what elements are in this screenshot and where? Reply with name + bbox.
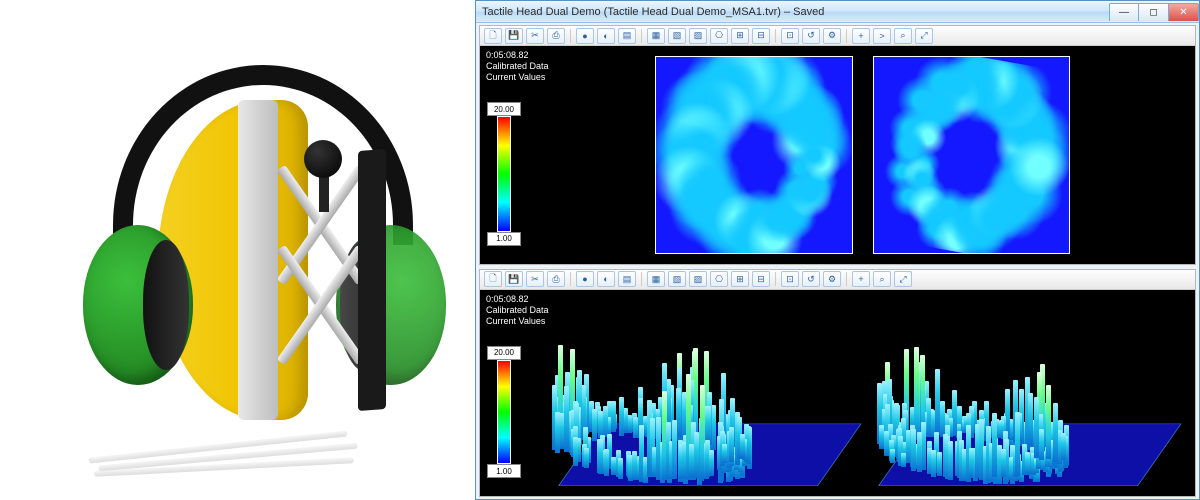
toolbar-button-6[interactable]: ▤	[618, 271, 636, 287]
toolbar-button-11[interactable]: ⊞	[731, 28, 749, 44]
close-button[interactable]: ✕	[1169, 3, 1199, 21]
surface-row	[540, 300, 1185, 486]
toolbar-3d: 🗋💾✂⎙ ●◐▤ ▦▧▨⎔⊞⊟ ⊡↺⚙ +⌕⤢	[480, 270, 1195, 290]
surface-right[interactable]	[878, 316, 1168, 486]
knob-stem	[319, 172, 329, 212]
toolbar-button-9[interactable]: ▨	[689, 28, 707, 44]
panel-3d: 🗋💾✂⎙ ●◐▤ ▦▧▨⎔⊞⊟ ⊡↺⚙ +⌕⤢ 0:05:08.82 Calibrate…	[479, 269, 1196, 497]
toolbar-button-18[interactable]: ⌕	[894, 28, 912, 44]
toolbar-button-13[interactable]: ⊡	[781, 28, 799, 44]
toolbar-button-2[interactable]: ✂	[526, 28, 544, 44]
titlebar[interactable]: Tactile Head Dual Demo (Tactile Head Dua…	[476, 1, 1199, 23]
surface-left[interactable]	[558, 316, 848, 486]
adjust-knob	[304, 140, 342, 178]
toolbar-button-19[interactable]: ⤢	[915, 28, 933, 44]
app-pane: Tactile Head Dual Demo (Tactile Head Dua…	[475, 0, 1200, 500]
toolbar-2d: 🗋💾✂⎙ ●◐▤ ▦▧▨⎔⊞⊟ ⊡↺⚙ +>⌕⤢	[480, 26, 1195, 46]
toolbar-button-14[interactable]: ↺	[802, 28, 820, 44]
toolbar-button-0[interactable]: 🗋	[484, 28, 502, 44]
toolbar-button-11[interactable]: ⊞	[731, 271, 749, 287]
face-plate	[238, 100, 278, 420]
toolbar-button-13[interactable]: ⊡	[781, 271, 799, 287]
legend-min-3d: 1.00	[487, 464, 521, 478]
toolbar-button-3[interactable]: ⎙	[547, 271, 565, 287]
toolbar-button-15[interactable]: ⚙	[823, 28, 841, 44]
toolbar-button-1[interactable]: 💾	[505, 271, 523, 287]
toolbar-button-10[interactable]: ⎔	[710, 28, 728, 44]
legend-min: 1.00	[487, 232, 521, 246]
toolbar-button-7[interactable]: ▦	[647, 28, 665, 44]
window-title: Tactile Head Dual Demo (Tactile Head Dua…	[482, 6, 824, 18]
toolbar-button-5[interactable]: ◐	[597, 28, 615, 44]
toolbar-button-15[interactable]: ⚙	[823, 271, 841, 287]
toolbar-button-0[interactable]: 🗋	[484, 271, 502, 287]
heatmap-right[interactable]	[873, 56, 1071, 254]
toolbar-button-7[interactable]: ▦	[647, 271, 665, 287]
maximize-button[interactable]: ◻	[1139, 3, 1169, 21]
legend-gradient-3d	[497, 360, 511, 464]
toolbar-button-8[interactable]: ▧	[668, 271, 686, 287]
toolbar-button-10[interactable]: ⎔	[710, 271, 728, 287]
panel-2d: 🗋💾✂⎙ ●◐▤ ▦▧▨⎔⊞⊟ ⊡↺⚙ +>⌕⤢ 0:05:08.82 Calibrat…	[479, 25, 1196, 265]
earcup-left	[83, 225, 193, 385]
toolbar-button-6[interactable]: ▤	[618, 28, 636, 44]
heatmap-left[interactable]	[655, 56, 853, 254]
toolbar-button-16[interactable]: +	[852, 28, 870, 44]
toolbar-button-16[interactable]: +	[852, 271, 870, 287]
toolbar-button-12[interactable]: ⊟	[752, 271, 770, 287]
legend-max-3d: 20.00	[487, 346, 521, 360]
toolbar-button-5[interactable]: ◐	[597, 271, 615, 287]
toolbar-button-8[interactable]: ▧	[668, 28, 686, 44]
toolbar-button-17[interactable]: >	[873, 28, 891, 44]
toolbar-button-4[interactable]: ●	[576, 28, 594, 44]
toolbar-button-4[interactable]: ●	[576, 271, 594, 287]
canvas-2d[interactable]: 0:05:08.82 Calibrated Data Current Value…	[480, 46, 1195, 264]
toolbar-button-14[interactable]: ↺	[802, 271, 820, 287]
toolbar-button-17[interactable]: ⌕	[873, 271, 891, 287]
root: Tactile Head Dual Demo (Tactile Head Dua…	[0, 0, 1200, 500]
legend-gradient-2d	[497, 116, 511, 232]
wires	[88, 430, 388, 470]
toolbar-button-1[interactable]: 💾	[505, 28, 523, 44]
color-legend-2d: 20.00 1.00	[494, 102, 514, 246]
toolbar-button-12[interactable]: ⊟	[752, 28, 770, 44]
toolbar-button-2[interactable]: ✂	[526, 271, 544, 287]
window-controls: — ◻ ✕	[1109, 2, 1199, 21]
product-photo	[0, 0, 475, 500]
minimize-button[interactable]: —	[1109, 3, 1139, 21]
toolbar-button-9[interactable]: ▨	[689, 271, 707, 287]
product-photo-pane	[0, 0, 475, 500]
heatmap-row	[540, 56, 1185, 254]
sensor-plate	[358, 149, 386, 411]
app-window: Tactile Head Dual Demo (Tactile Head Dua…	[475, 0, 1200, 500]
legend-max: 20.00	[487, 102, 521, 116]
toolbar-button-3[interactable]: ⎙	[547, 28, 565, 44]
color-legend-3d: 20.00 1.00	[494, 346, 514, 478]
head-fixture-illustration	[58, 60, 418, 480]
canvas-3d[interactable]: 0:05:08.82 Calibrated Data Current Value…	[480, 290, 1195, 496]
toolbar-button-18[interactable]: ⤢	[894, 271, 912, 287]
